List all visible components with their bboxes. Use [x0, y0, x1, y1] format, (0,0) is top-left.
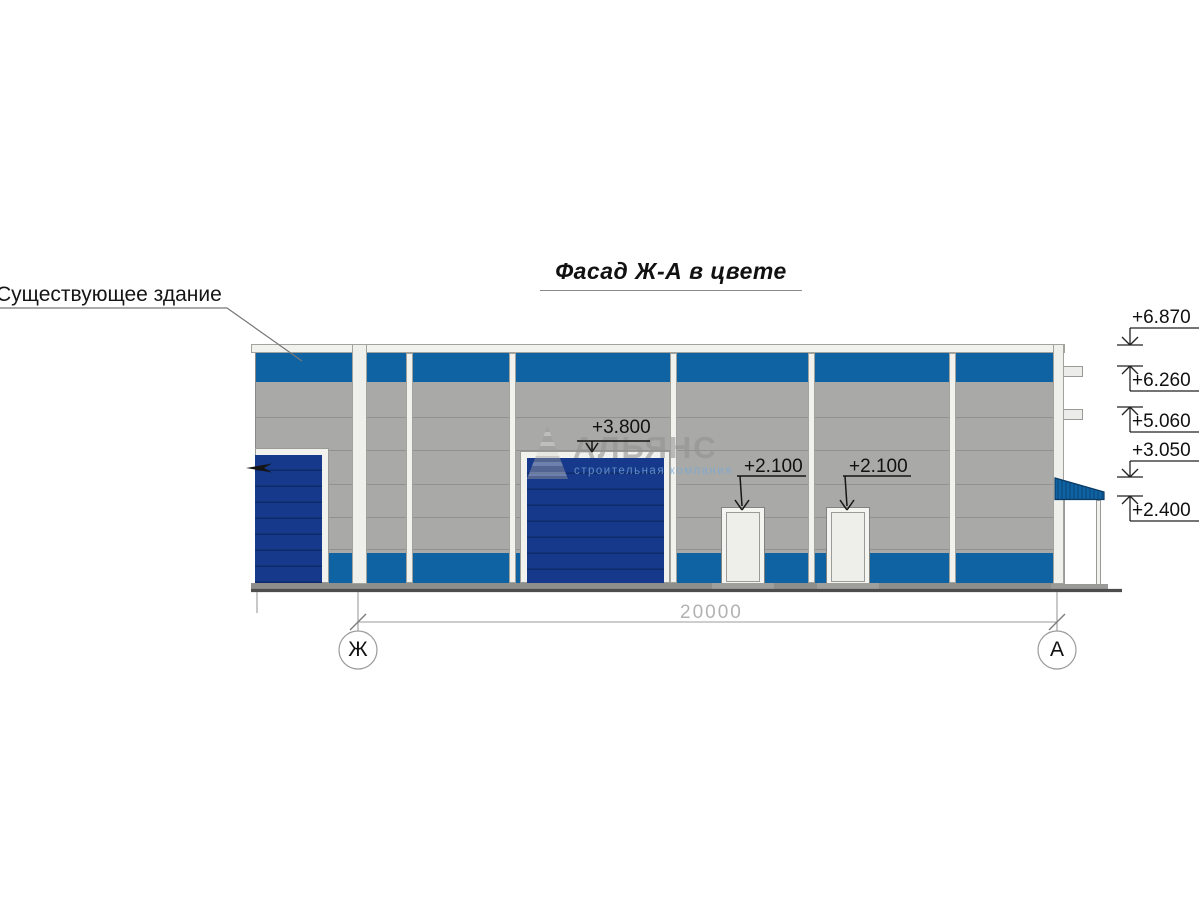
page-title: Фасад Ж-А в цвете — [540, 258, 802, 291]
elevation-value: +5.060 — [1132, 411, 1191, 432]
gate-level-label: +3.800 — [592, 417, 651, 438]
door-leaf — [831, 512, 865, 582]
dimension-line — [256, 592, 1058, 636]
gate1-leaf — [255, 455, 322, 583]
corner-column — [1053, 344, 1064, 584]
panel-joint — [256, 450, 1062, 451]
axis-label-a: А — [1049, 638, 1064, 661]
top-blue-band — [256, 353, 1062, 382]
axis-label-zh: Ж — [348, 638, 368, 661]
door1-threshold — [712, 583, 774, 591]
plinth — [251, 583, 1065, 591]
mullion — [670, 353, 677, 583]
elevation-mark-3050-icon — [1117, 460, 1199, 478]
panel-joint — [256, 417, 1062, 418]
entrance-door-1 — [721, 507, 765, 585]
existing-building-label: Существующее здание — [0, 283, 222, 306]
door-leaf — [726, 512, 760, 582]
gate2-leaf — [527, 458, 664, 583]
elevation-mark-6870-icon — [1117, 327, 1199, 346]
door2-threshold — [817, 583, 879, 591]
wall-bracket-lower — [1062, 409, 1083, 420]
door2-level-label: +2.100 — [849, 456, 908, 477]
mullion — [808, 353, 815, 583]
wall-bracket-upper — [1062, 366, 1083, 377]
mullion — [509, 353, 516, 583]
canopy-base-pad — [1051, 584, 1108, 591]
door1-level-label: +2.100 — [744, 456, 803, 477]
column-wide — [352, 344, 367, 584]
entrance-door-2 — [826, 507, 870, 585]
parapet-cornice — [251, 344, 1065, 353]
elevation-value: +6.260 — [1132, 370, 1191, 391]
elevation-value: +3.050 — [1132, 440, 1191, 461]
elevation-value: +6.870 — [1132, 307, 1191, 328]
mullion — [406, 353, 413, 583]
mullion — [949, 353, 956, 583]
dimension-value: 20000 — [680, 602, 743, 623]
canopy-post-right — [1096, 500, 1101, 587]
elevation-value: +2.400 — [1132, 500, 1191, 521]
